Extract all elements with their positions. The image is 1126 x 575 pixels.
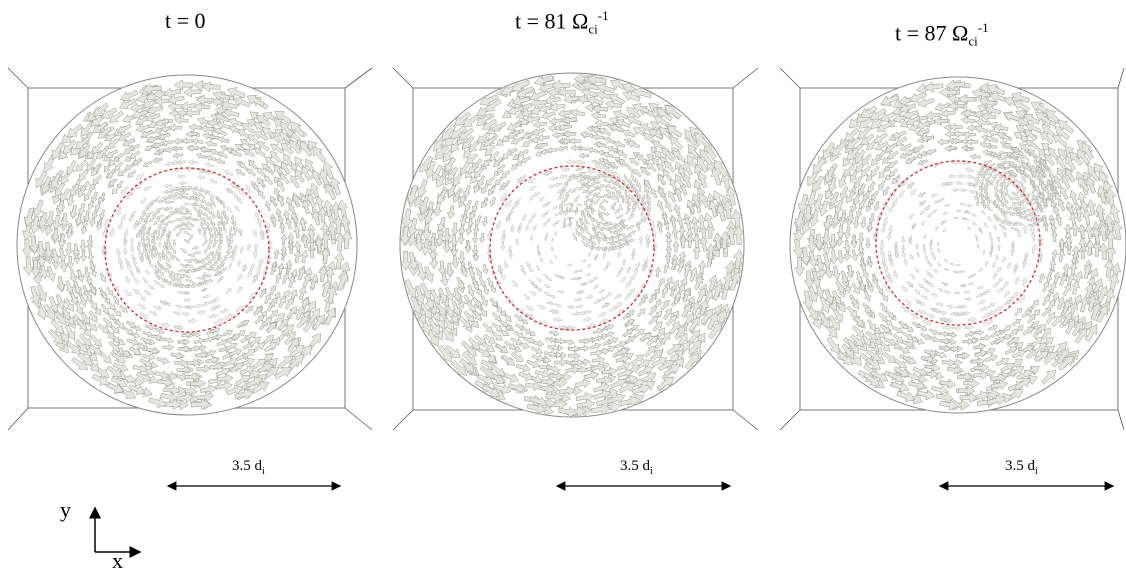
perspective-edge — [732, 67, 759, 89]
y-axis-label: y — [60, 497, 71, 522]
plasma-column — [16, 74, 358, 416]
perspective-edge — [779, 67, 801, 89]
reference-circle — [875, 160, 1041, 326]
panel-3 — [779, 67, 1126, 431]
perspective-edge — [732, 409, 759, 431]
perspective-edge — [7, 407, 29, 431]
panel-2-title: t = 81 Ωci-1 — [515, 8, 609, 37]
perspective-edge — [1117, 409, 1125, 431]
scale-bar-1-label: 3.5 di — [232, 458, 265, 477]
perspective-edge — [7, 67, 29, 89]
scale-bar-3-label: 3.5 di — [1005, 458, 1038, 477]
x-axis-label: x — [112, 548, 123, 573]
perspective-edge — [392, 409, 414, 431]
omega-symbol: Ω — [572, 8, 589, 34]
panel-1-title: t = 0 — [165, 8, 206, 33]
velocity-arrows — [21, 79, 353, 411]
panel-1 — [7, 67, 373, 431]
perspective-edge — [344, 67, 373, 89]
velocity-arrows — [399, 72, 745, 418]
perspective-edge — [779, 409, 801, 431]
panel-2 — [392, 67, 759, 431]
perspective-edge — [344, 407, 373, 431]
panel-3-title: t = 87 Ωci-1 — [895, 20, 989, 49]
perspective-edge — [392, 67, 414, 89]
omega-symbol: Ω — [952, 20, 969, 46]
reference-circle — [104, 167, 270, 333]
reference-circle — [489, 165, 655, 331]
velocity-arrows — [792, 79, 1123, 411]
scale-bar-2-label: 3.5 di — [620, 458, 653, 477]
perspective-edge — [1117, 67, 1125, 89]
